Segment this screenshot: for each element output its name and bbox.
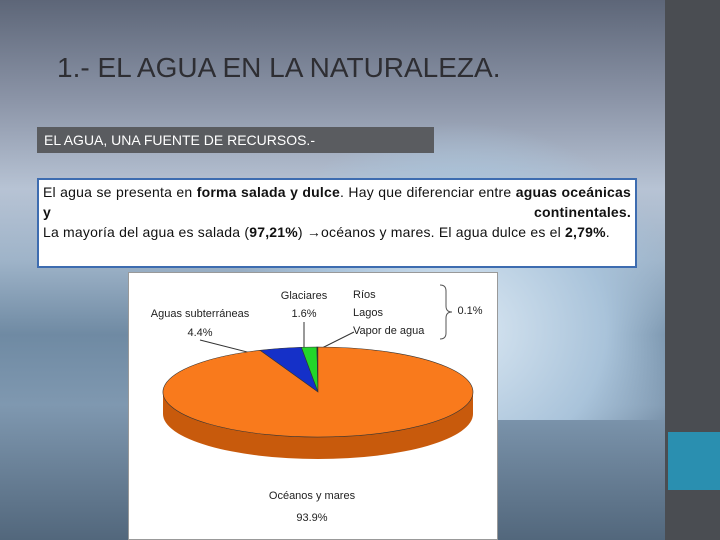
text-run: forma salada y dulce bbox=[196, 184, 340, 200]
text-run: La mayoría del agua es salada ( bbox=[43, 224, 250, 240]
category-label: Océanos y mares bbox=[269, 490, 356, 502]
pie-side bbox=[163, 392, 473, 459]
group-label: Lagos bbox=[353, 307, 383, 319]
chart: Aguas subterráneas 4.4% Glaciares 1.6% 0.1% O… bbox=[128, 272, 498, 540]
value-label: 93.9% bbox=[296, 512, 327, 524]
accent-block bbox=[668, 432, 720, 490]
text-run: 2,79% bbox=[565, 224, 606, 240]
value-label: 4.4% bbox=[187, 327, 212, 339]
text-run: aguas oceánicas y continentales. bbox=[43, 184, 632, 220]
category-label: Glaciares bbox=[281, 290, 328, 302]
paragraph: El agua se presenta en forma salada y du… bbox=[37, 178, 637, 268]
text-run: 97,21% bbox=[249, 224, 298, 240]
text-run: ) →océanos y mares. El agua dulce es el bbox=[297, 224, 566, 240]
pie-slice bbox=[162, 346, 474, 438]
paragraph-line: La mayoría del agua es salada (97,21%) →… bbox=[43, 222, 631, 242]
subtitle: EL AGUA, UNA FUENTE DE RECURSOS.- bbox=[37, 127, 434, 153]
text-run: . Hay que diferenciar entre bbox=[339, 184, 516, 200]
text-run: . bbox=[605, 224, 610, 240]
value-label: 1.6% bbox=[291, 308, 316, 320]
category-label: Aguas subterráneas bbox=[151, 308, 250, 320]
group-label: Ríos bbox=[353, 289, 376, 301]
value-label: 0.1% bbox=[457, 305, 482, 317]
text-run: El agua se presenta en bbox=[43, 184, 197, 200]
brace bbox=[439, 284, 453, 340]
group-label: Vapor de agua bbox=[353, 325, 425, 337]
slide-title: 1.- EL AGUA EN LA NATURALEZA. bbox=[57, 52, 501, 83]
paragraph-line: El agua se presenta en forma salada y du… bbox=[43, 182, 631, 222]
